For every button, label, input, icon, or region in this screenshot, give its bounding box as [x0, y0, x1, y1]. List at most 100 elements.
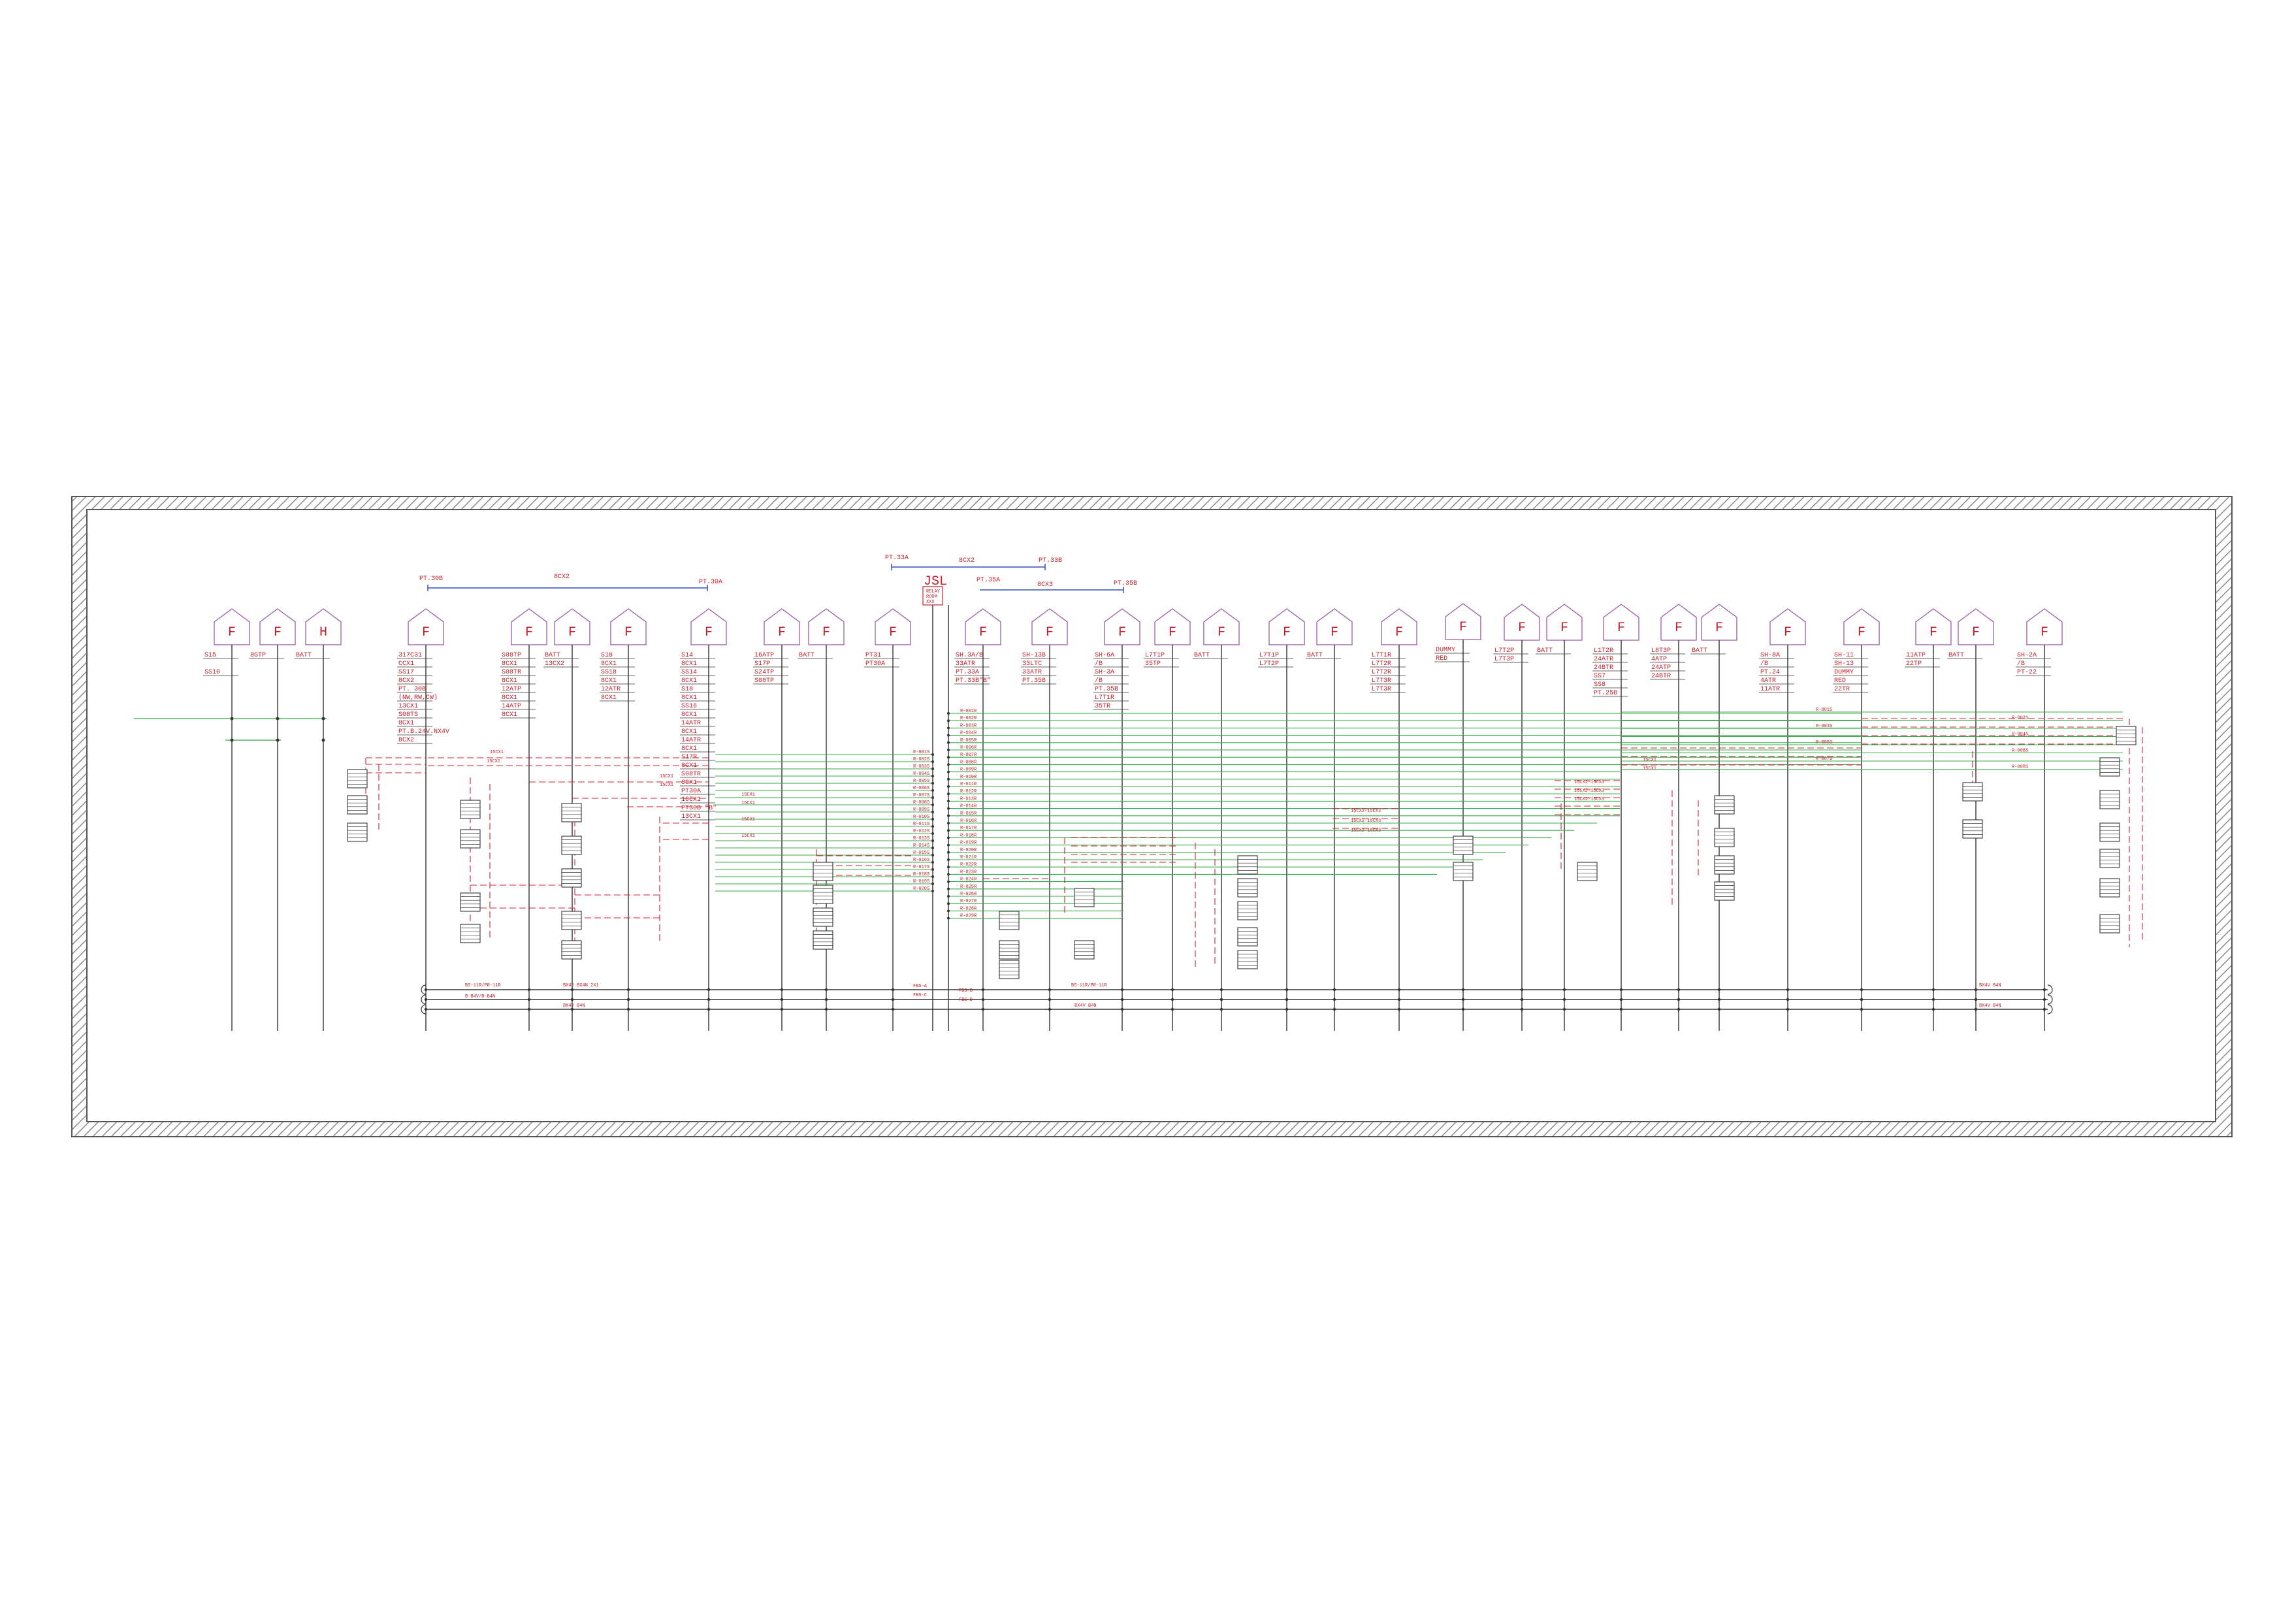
junction-dot — [931, 832, 934, 835]
column-label: CCX1 — [398, 660, 414, 668]
column-label: S08TS — [398, 711, 418, 719]
house-letter: F — [2041, 625, 2048, 640]
junction-dot — [931, 753, 934, 756]
terminal-block — [347, 795, 368, 815]
bus-junction — [1619, 998, 1623, 1001]
terminal-block — [813, 907, 833, 927]
column-label: SS7 — [1594, 673, 1606, 680]
house-letter: F — [1560, 621, 1568, 636]
house-symbol: F — [408, 608, 444, 1031]
wire-label: R-003S — [1816, 724, 1832, 729]
junction-dot — [276, 717, 280, 721]
column-label: 24BTR — [1651, 673, 1671, 680]
wire-label: 15CX1 — [1643, 758, 1656, 763]
wire-label: R-026R — [960, 892, 977, 897]
bus-junction — [1562, 998, 1566, 1001]
bus-junction — [1332, 998, 1336, 1001]
house-symbol: H — [305, 608, 342, 1031]
bus-junction — [1974, 988, 1978, 992]
bus-junction — [1520, 998, 1524, 1001]
bus-junction — [981, 1007, 985, 1011]
house-symbol: F — [690, 608, 727, 1031]
wire-label: R-014R — [960, 804, 977, 809]
house-outline — [214, 608, 250, 645]
column-label: S18 — [601, 652, 613, 659]
house-symbol: F — [2026, 608, 2063, 1031]
junction-dot — [931, 875, 934, 878]
junction-dot — [947, 749, 950, 751]
bus-junction — [1860, 998, 1864, 1001]
column-label: PT.25B — [1594, 690, 1617, 697]
wire-label: R-009R — [960, 768, 977, 773]
column-label: 13CX1 — [681, 813, 701, 820]
terminal-block — [999, 940, 1020, 960]
bus-junction — [1677, 1007, 1681, 1011]
house-symbol: F — [1445, 603, 1481, 1031]
house-letter: H — [319, 625, 327, 640]
column-label: PT.33A — [956, 669, 979, 676]
house-symbol: F — [511, 608, 547, 1031]
column-label: 24BTR — [1594, 664, 1613, 672]
wire-label: 15CX2-15CX3 — [1351, 828, 1381, 834]
wire-label: R-002R — [960, 716, 977, 721]
house-letter: F — [525, 625, 533, 640]
junction-dot — [230, 738, 234, 742]
bus-label: BX4V B4N — [563, 1003, 585, 1009]
house-outline — [1843, 608, 1880, 645]
house-outline — [511, 608, 547, 645]
column-label: BATT — [1194, 652, 1210, 659]
terminal-block — [1237, 878, 1258, 898]
column-label: SH-13 — [1834, 660, 1854, 668]
terminal-block — [561, 803, 582, 822]
bus-junction — [707, 998, 711, 1001]
column-label: L7T3R — [1372, 677, 1391, 685]
column-label: SS16 — [681, 703, 697, 710]
terminal-block — [561, 868, 582, 888]
column-label: 8CX1 — [681, 660, 697, 668]
bus-junction — [1860, 988, 1864, 992]
terminal-outline — [1714, 855, 1735, 875]
bus-junction — [824, 1007, 828, 1011]
house-outline — [1203, 608, 1240, 645]
wire-label: R-005S — [913, 779, 929, 784]
house-letter: F — [1459, 620, 1467, 635]
wire-label: R-027R — [960, 899, 977, 904]
house-symbol: F — [1915, 608, 1952, 1031]
bus-label: BS-11R/PR-11R — [465, 983, 501, 988]
terminal-outline — [460, 800, 481, 819]
house-symbol: F — [1701, 604, 1737, 1031]
wire-label: R-024R — [960, 877, 977, 883]
column-label: 8CX1 — [681, 762, 697, 770]
junction-dot — [947, 800, 950, 803]
terminal-outline — [2116, 726, 2137, 745]
terminal-block — [561, 911, 582, 930]
terminal-block — [460, 829, 481, 849]
column-label: PT31 — [865, 652, 881, 659]
bus-junction — [780, 988, 784, 992]
house-symbol: F — [1203, 608, 1240, 1031]
wire-label: R-020S — [913, 886, 929, 892]
bus-label-8cx3: 8CX3 — [1037, 581, 1053, 589]
bus-label-8cx2-left: 8CX2 — [554, 574, 570, 581]
bus-junction — [891, 1007, 895, 1011]
column-label: SH-2A — [2017, 652, 2037, 659]
house-outline — [1268, 608, 1305, 645]
terminal-outline — [2099, 914, 2120, 934]
terminal-outline — [460, 892, 481, 912]
junction-dot — [947, 792, 950, 796]
bus-junction — [1332, 1007, 1336, 1011]
wire-label: R-013R — [960, 796, 977, 802]
house-letter: F — [1715, 621, 1723, 636]
junction-dot — [947, 712, 950, 715]
column-label: PT-22 — [2017, 669, 2037, 676]
wire-bundles: R-001R R-002R R-003R R-004R R-005R R-006R R-00… — [134, 707, 2143, 967]
column-label: /B — [2017, 660, 2025, 668]
junction-dot — [931, 818, 934, 820]
column-label: BATT — [296, 652, 312, 659]
terminal-outline — [2099, 849, 2120, 868]
